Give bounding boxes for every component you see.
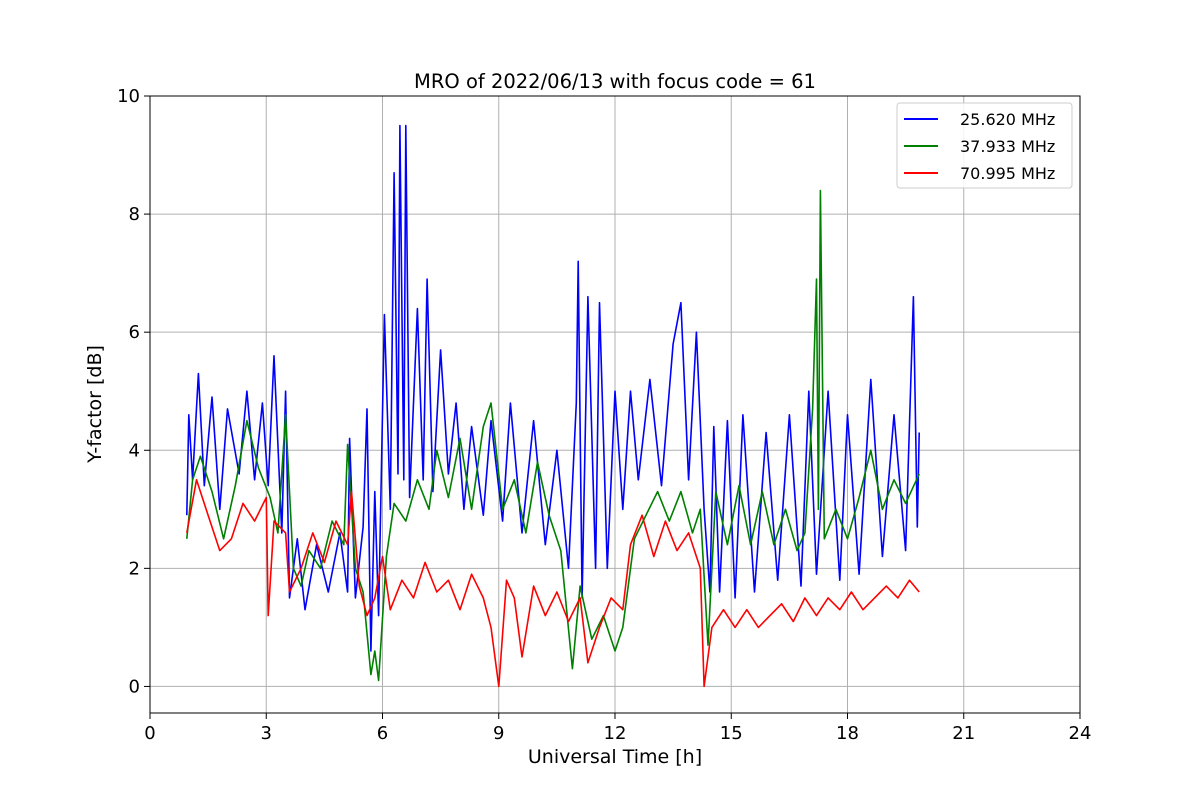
x-tick-label: 0: [144, 723, 155, 744]
plot-frame: [149, 95, 1081, 714]
series-lines: [186, 124, 920, 688]
x-tick-label: 6: [377, 723, 388, 744]
legend: 25.620 MHz 37.933 MHz 70.995 MHz: [896, 102, 1073, 189]
legend-box: [896, 102, 1073, 189]
legend-label-3: 70.995 MHz: [960, 164, 1055, 183]
y-tick-label: 10: [117, 86, 140, 107]
x-tick-label: 21: [952, 723, 975, 744]
y-tick-label: 4: [129, 440, 140, 461]
x-tick-label: 12: [604, 723, 627, 744]
x-tick-label: 3: [261, 723, 272, 744]
x-tick-label: 24: [1069, 723, 1092, 744]
y-tick-label: 2: [129, 558, 140, 579]
legend-label-2: 37.933 MHz: [960, 137, 1055, 156]
chart-title: MRO of 2022/06/13 with focus code = 61: [414, 70, 816, 93]
y-tick-label: 6: [129, 322, 140, 343]
y-tick-label: 8: [129, 204, 140, 225]
series-line-2: [186, 189, 920, 682]
x-axis-label: Universal Time [h]: [528, 746, 702, 768]
x-tick-label: 9: [493, 723, 504, 744]
x-tick-label: 18: [836, 723, 859, 744]
y-tick-label: 0: [129, 676, 140, 697]
legend-label-1: 25.620 MHz: [960, 110, 1055, 129]
series-line-3: [186, 479, 920, 688]
y-axis-label: Y-factor [dB]: [84, 345, 106, 464]
x-tick-label: 15: [720, 723, 743, 744]
